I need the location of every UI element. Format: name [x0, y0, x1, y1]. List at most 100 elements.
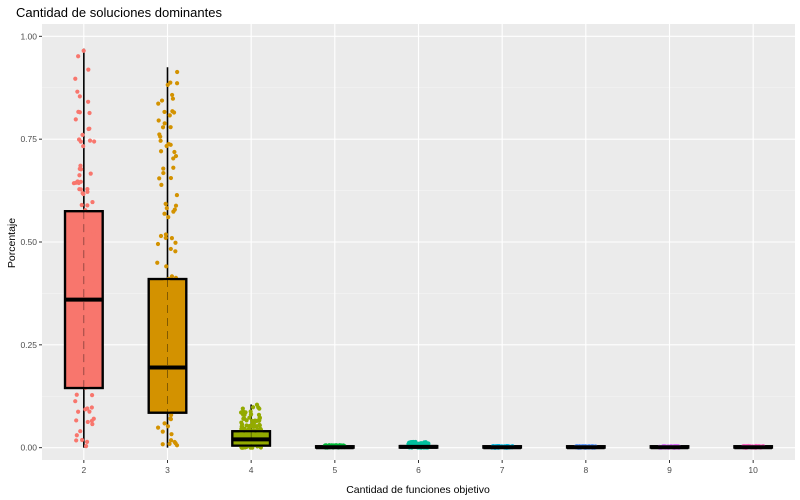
data-point: [161, 170, 166, 176]
data-point: [88, 376, 93, 381]
data-point: [158, 138, 163, 143]
data-point: [168, 175, 174, 181]
data-point: [163, 201, 168, 206]
data-point: [162, 109, 167, 115]
data-point: [254, 424, 259, 429]
data-point: [160, 442, 165, 447]
x-tick-label: 9: [667, 465, 672, 475]
data-point: [164, 143, 169, 149]
data-point: [86, 67, 91, 72]
data-point: [166, 404, 171, 410]
data-point: [86, 99, 91, 104]
box-group-7: [482, 443, 523, 450]
data-point: [81, 144, 86, 149]
data-point: [171, 285, 176, 290]
data-point: [72, 357, 77, 362]
data-point: [166, 214, 171, 220]
x-tick-label: 8: [583, 465, 588, 475]
data-point: [250, 405, 256, 410]
data-point: [91, 229, 96, 234]
data-point: [413, 439, 418, 445]
data-point: [90, 199, 95, 205]
box-group-5: [314, 443, 355, 450]
y-tick-label: 0.25: [20, 340, 37, 350]
data-point: [155, 260, 160, 265]
data-point: [174, 330, 180, 335]
data-point: [168, 438, 174, 443]
y-tick-label: 0.50: [20, 237, 37, 247]
data-point: [75, 89, 80, 94]
data-point: [161, 342, 166, 348]
data-point: [77, 213, 83, 218]
y-tick-label: 0.75: [20, 134, 37, 144]
data-point: [158, 134, 163, 139]
data-point: [240, 406, 245, 411]
data-point: [162, 328, 167, 333]
data-point: [160, 429, 165, 434]
data-point: [167, 113, 172, 118]
data-point: [175, 401, 180, 406]
data-point: [86, 279, 92, 284]
data-point: [174, 443, 180, 448]
data-point: [81, 191, 86, 197]
data-point: [85, 419, 90, 425]
data-point: [168, 297, 173, 303]
data-point: [162, 211, 167, 216]
data-point: [77, 166, 82, 171]
data-point: [155, 425, 161, 430]
data-point: [257, 406, 262, 411]
x-tick-label: 3: [165, 465, 170, 475]
data-point: [83, 444, 89, 449]
data-point: [78, 139, 83, 144]
data-point: [162, 421, 167, 426]
data-point: [155, 400, 160, 405]
box-outline: [63, 210, 104, 390]
data-point: [162, 121, 167, 126]
data-point: [172, 303, 177, 309]
data-point: [169, 235, 174, 241]
data-point: [170, 96, 176, 101]
data-point: [91, 416, 96, 421]
data-point: [81, 303, 86, 309]
data-point: [243, 410, 248, 415]
data-point: [77, 350, 82, 356]
data-point: [169, 412, 174, 418]
data-point: [170, 109, 175, 114]
data-point: [82, 350, 87, 355]
box-group-9: [649, 443, 690, 450]
data-point: [78, 179, 83, 184]
data-point: [163, 232, 168, 237]
data-point: [74, 392, 79, 397]
data-point: [77, 94, 82, 99]
data-point: [90, 277, 95, 282]
data-point: [175, 398, 180, 403]
data-point: [157, 286, 163, 291]
data-point: [77, 110, 82, 115]
data-point: [87, 138, 93, 143]
data-point: [160, 358, 165, 363]
data-point: [252, 419, 257, 424]
data-point: [170, 92, 175, 98]
data-point: [85, 187, 90, 192]
data-point: [90, 319, 95, 324]
x-tick-label: 6: [416, 465, 421, 475]
data-point: [168, 416, 173, 421]
data-point: [158, 233, 164, 239]
data-point: [159, 281, 165, 286]
data-point: [248, 409, 253, 414]
data-point: [81, 328, 86, 333]
data-point: [80, 132, 85, 137]
data-point: [77, 173, 82, 178]
x-tick-label: 7: [500, 465, 505, 475]
data-point: [83, 212, 88, 217]
data-point: [175, 69, 180, 75]
data-point: [85, 203, 90, 208]
data-point: [169, 315, 175, 320]
x-tick-label: 10: [748, 465, 758, 475]
data-point: [84, 439, 90, 444]
box-group-6: [398, 439, 439, 450]
data-point: [75, 179, 80, 184]
data-point: [254, 402, 260, 407]
data-point: [87, 409, 92, 414]
data-point: [169, 432, 174, 437]
